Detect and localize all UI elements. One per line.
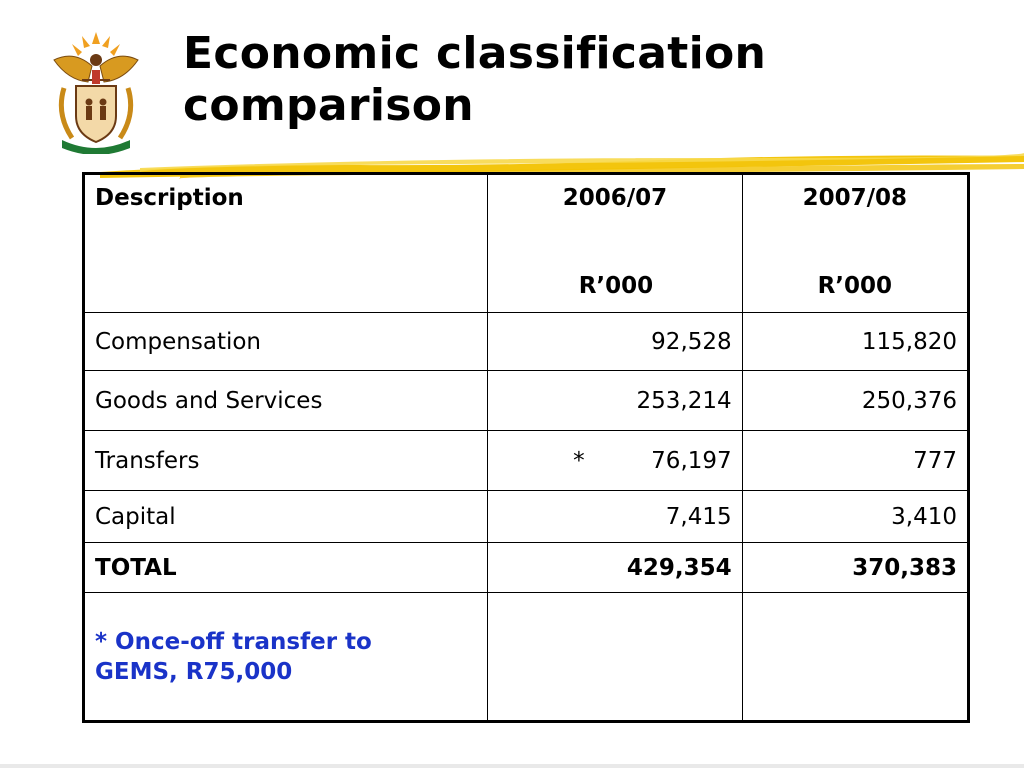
title-line-2: comparison <box>183 80 474 131</box>
table-row: Goods and Services 253,214 250,376 <box>83 370 969 431</box>
empty-cell <box>487 592 743 721</box>
header-unit-label: R’000 <box>578 273 654 299</box>
yellow-brush-stroke <box>100 152 1024 179</box>
total-value-2006-07: 429,354 <box>487 542 743 593</box>
header-description-label: Description <box>95 185 244 211</box>
table-footnote-row: * Once-off transfer to GEMS, R75,000 <box>83 592 969 721</box>
header-2007-08: 2007/08 R’000 <box>741 174 969 313</box>
row-value-2007-08: 777 <box>741 430 969 491</box>
table-row: Transfers * 76,197 777 <box>83 430 969 491</box>
header-description: Description <box>83 174 489 313</box>
row-value-2006-07: * 76,197 <box>487 430 743 491</box>
row-value-2006-07: 7,415 <box>487 490 743 543</box>
row-description: Transfers <box>83 430 489 491</box>
row-value-2006-07: 253,214 <box>487 370 743 431</box>
footer-divider <box>0 764 1024 768</box>
footnote-line-2: GEMS, R75,000 <box>95 658 293 685</box>
empty-cell <box>741 592 969 721</box>
header-unit-label: R’000 <box>817 273 893 299</box>
slide-title: Economic classification comparison <box>183 28 1003 132</box>
table-row: Compensation 92,528 115,820 <box>83 312 969 371</box>
economic-classification-table: Description 2006/07 R’000 2007/08 R’000 … <box>82 172 970 723</box>
header-year-label: 2006/07 <box>562 185 668 211</box>
footnote-line-1: * Once-off transfer to <box>95 628 372 655</box>
row-value-2007-08: 250,376 <box>741 370 969 431</box>
row-description: Capital <box>83 490 489 543</box>
footnote-marker: * <box>573 447 585 474</box>
row-value-2006-07: 92,528 <box>487 312 743 371</box>
row-value-text: 76,197 <box>651 447 732 474</box>
footnote-text: * Once-off transfer to GEMS, R75,000 <box>83 592 489 721</box>
row-description: Compensation <box>83 312 489 371</box>
total-value-2007-08: 370,383 <box>741 542 969 593</box>
row-description: Goods and Services <box>83 370 489 431</box>
total-label: TOTAL <box>83 542 489 593</box>
header-2006-07: 2006/07 R’000 <box>487 174 743 313</box>
row-value-2007-08: 3,410 <box>741 490 969 543</box>
table-header-row: Description 2006/07 R’000 2007/08 R’000 <box>83 174 969 313</box>
row-value-2007-08: 115,820 <box>741 312 969 371</box>
table-total-row: TOTAL 429,354 370,383 <box>83 542 969 593</box>
coat-of-arms-emblem <box>53 32 139 154</box>
title-line-1: Economic classification <box>183 28 767 79</box>
table-row: Capital 7,415 3,410 <box>83 490 969 543</box>
header-year-label: 2007/08 <box>802 185 908 211</box>
